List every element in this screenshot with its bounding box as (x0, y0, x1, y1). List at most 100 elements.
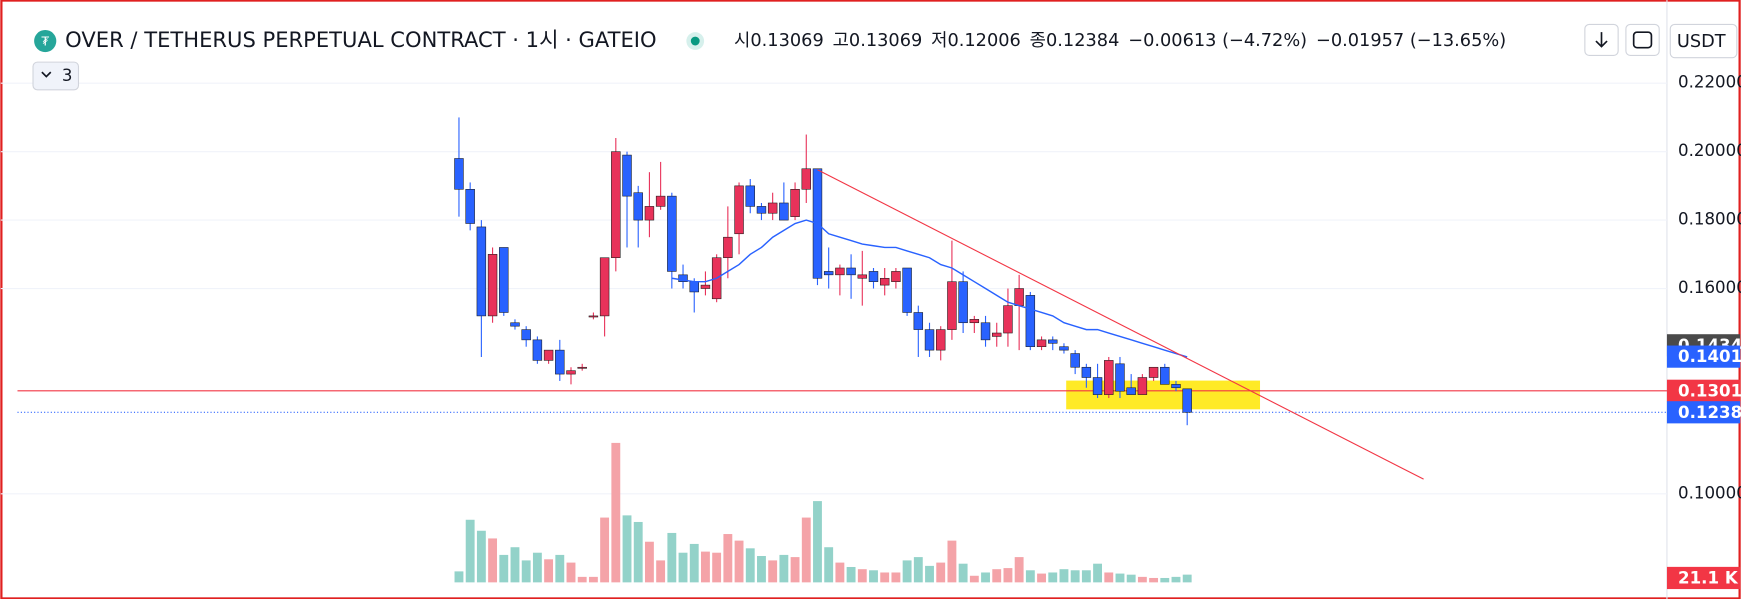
candle-body (633, 192, 643, 221)
volume-bar (1037, 573, 1046, 583)
moving-average (671, 219, 1188, 358)
volume-bar (689, 543, 699, 583)
candle-body (1182, 388, 1192, 413)
candle-body (454, 158, 464, 190)
candle-body (555, 349, 565, 375)
candle-body (924, 329, 935, 351)
volume-bar (644, 541, 654, 583)
candle-body (913, 312, 924, 330)
volume-bar (1014, 557, 1024, 583)
volume-bar (947, 540, 957, 583)
open-value: 0.13069 (750, 31, 823, 51)
volume-bar (925, 565, 934, 583)
price-tag (1666, 379, 1741, 402)
volume-bar (857, 569, 867, 583)
volume-bar (499, 554, 509, 583)
high-label: 고 (833, 31, 849, 51)
volume-bar (454, 571, 464, 583)
volume-bar (532, 552, 542, 583)
open-label: 시 (734, 31, 750, 51)
close-value: 0.12384 (1046, 31, 1119, 51)
candle-body (1126, 387, 1136, 395)
candle-body (1092, 377, 1103, 395)
candle-body (543, 349, 554, 361)
currency-button[interactable] (1669, 23, 1738, 59)
candle-body (1171, 384, 1181, 389)
candle-body (588, 315, 599, 318)
fullscreen-icon (1632, 31, 1653, 49)
y-tick-label: 0.18000 (1678, 210, 1741, 229)
volume-bar (891, 572, 901, 583)
candle-body (1025, 295, 1036, 347)
candle-body (947, 281, 957, 330)
candle-body (655, 195, 666, 207)
volume-bar (1070, 570, 1080, 583)
candle-body (767, 202, 778, 214)
status-dot (690, 36, 700, 46)
volume-bar (1149, 577, 1159, 583)
volume-bar (1182, 574, 1192, 583)
candle-body (734, 185, 744, 235)
y-tick-label: 0.20000 (1678, 141, 1741, 160)
candle-body (510, 322, 520, 327)
volume-bar (544, 559, 554, 583)
fullscreen-button[interactable] (1625, 23, 1660, 57)
y-tick-label: 0.22000 (1678, 73, 1741, 92)
candle-body (465, 189, 475, 224)
candle-body (1081, 366, 1092, 378)
volume-bar (667, 532, 677, 583)
volume-bar (678, 552, 688, 583)
volume-bar (701, 551, 710, 583)
volume-bar (566, 562, 576, 583)
candle-body (868, 271, 879, 282)
candle-body (835, 267, 845, 276)
candle-body (1115, 363, 1125, 392)
volume-bar (902, 560, 912, 583)
volume-bar (476, 530, 486, 583)
volume-bar (969, 575, 979, 583)
candle-body (499, 247, 509, 313)
candle-body (1160, 366, 1170, 385)
candle-body (689, 281, 699, 293)
price-tag (1666, 401, 1741, 424)
plot-area (0, 82, 1667, 583)
volume-bar (846, 566, 856, 583)
volume-bar (992, 569, 1002, 583)
candle-body (1137, 377, 1148, 395)
indicator-toggle[interactable] (32, 61, 80, 91)
volume-bar (981, 572, 990, 583)
candle-body (891, 271, 901, 282)
symbol-icon (34, 29, 57, 53)
candle-body (779, 202, 789, 221)
candle-body (1104, 360, 1114, 395)
price-tag (1666, 345, 1741, 368)
volume-bar (1160, 577, 1170, 583)
candle-body (1070, 353, 1080, 368)
candle-body (622, 154, 632, 197)
volume-bar (768, 560, 778, 583)
volume-bar (611, 442, 621, 583)
header: ₮ OVER / TETHERUS PERPETUAL CONTRACT · 1… (32, 23, 1738, 91)
y-tick-label: 0.16000 (1678, 278, 1741, 297)
volume-bar (880, 572, 890, 583)
download-icon (1595, 32, 1608, 48)
volume-bar (869, 570, 878, 583)
volume-bar (1171, 576, 1181, 583)
candle-body (532, 339, 543, 361)
volume-bar (1059, 569, 1069, 583)
volume-bar (1025, 570, 1035, 583)
volume-bar (790, 557, 800, 583)
candle-body (846, 267, 856, 276)
indicator-count: 3 (62, 66, 73, 85)
volume-bar (1115, 573, 1125, 583)
candle-body (992, 332, 1002, 337)
candle-body (476, 226, 487, 317)
candle-body (577, 366, 587, 369)
volume-bar (555, 554, 565, 583)
candle-body (644, 206, 655, 221)
chevron (41, 71, 52, 78)
volume-bar (1081, 570, 1091, 583)
volume-bar (723, 534, 733, 583)
price-tag-label: 0.14010 (1678, 347, 1741, 366)
